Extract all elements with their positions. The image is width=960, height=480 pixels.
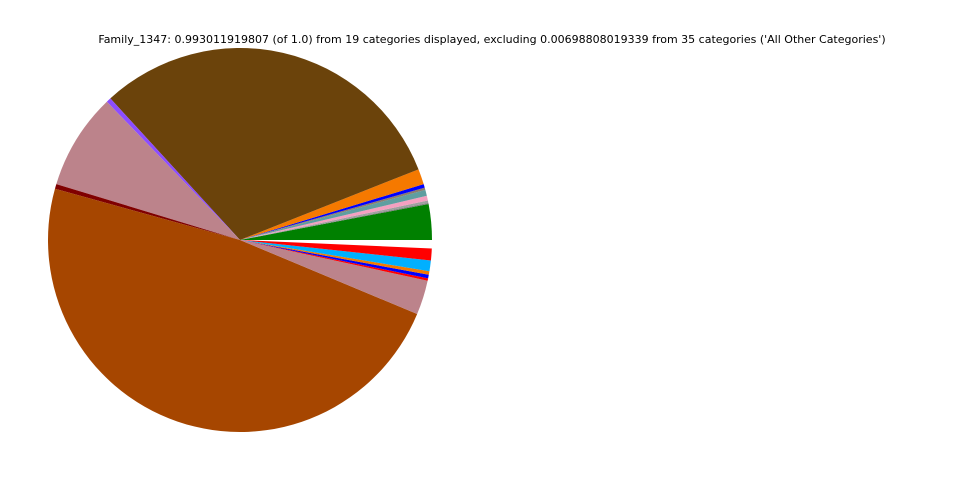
pie-slice-13 [47, 188, 418, 433]
pie-slice-8 [240, 169, 424, 240]
pie-slice-9 [110, 47, 419, 241]
pie-slice-1 [240, 204, 432, 240]
pie-slice-3 [240, 200, 429, 240]
chart-title: Family_1347: 0.993011919807 (of 1.0) fro… [98, 33, 886, 46]
pie-slice-14 [240, 240, 428, 315]
pie-slice-15 [240, 240, 429, 281]
pie-slice-6 [240, 187, 426, 240]
pie-slice-16 [240, 240, 429, 279]
pie-slice-7 [240, 184, 425, 240]
pie-slice-4 [240, 195, 428, 240]
pie-slice-12 [54, 184, 240, 240]
pie-slice-5 [240, 189, 427, 240]
pie-slice-10 [106, 98, 240, 240]
pie-slice-17 [240, 240, 430, 275]
pie-slice-18 [240, 240, 431, 272]
pie-slice-2 [240, 202, 429, 240]
pie-slice-11 [56, 101, 241, 240]
pie-slice-19 [240, 240, 432, 261]
